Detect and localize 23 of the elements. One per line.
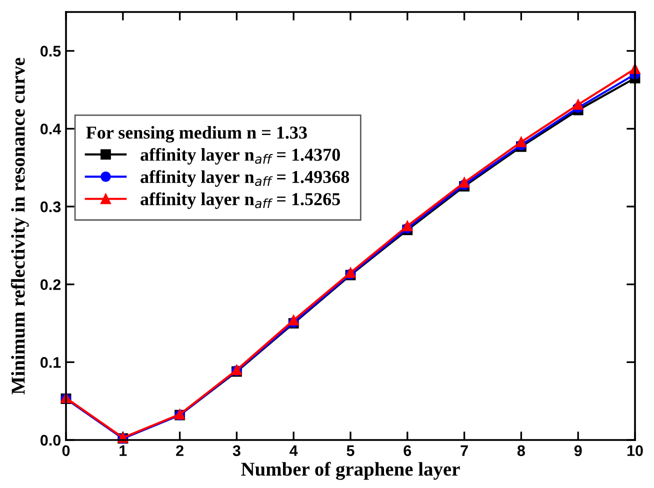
- legend-label: affinity layer n$_{aff}$ = 1.4370: [140, 148, 340, 165]
- y-axis-title: Minimum reflectivity in resonance curve: [10, 58, 29, 394]
- legend-title: For sensing medium n = 1.33: [86, 126, 307, 143]
- legend-label: affinity layer n$_{aff}$ = 1.5265: [140, 192, 340, 209]
- x-tick-label: 2: [176, 445, 184, 456]
- legend-label: affinity layer n$_{aff}$ = 1.49368: [140, 170, 350, 187]
- x-tick-label: 1: [120, 445, 127, 456]
- x-tick-label: 7: [460, 445, 468, 456]
- x-axis-title: Number of graphene layer: [241, 462, 460, 480]
- x-tick-label: 6: [404, 445, 412, 456]
- x-tick-label: 3: [232, 445, 240, 456]
- y-tick-label: 0.3: [40, 201, 61, 212]
- y-tick-label: 0.0: [40, 434, 61, 446]
- x-tick-label: 5: [346, 445, 354, 456]
- y-tick-label: 0.5: [40, 46, 61, 57]
- x-tick-label: 4: [290, 445, 298, 456]
- x-tick-label: 0: [62, 445, 70, 456]
- y-tick-label: 0.4: [40, 124, 62, 134]
- y-tick-label: 0.1: [40, 357, 61, 368]
- x-tick-label: 8: [517, 445, 525, 456]
- x-tick-label: 9: [574, 445, 582, 456]
- x-tick-label: 10: [627, 445, 643, 456]
- y-tick-label: 0.2: [40, 279, 61, 290]
